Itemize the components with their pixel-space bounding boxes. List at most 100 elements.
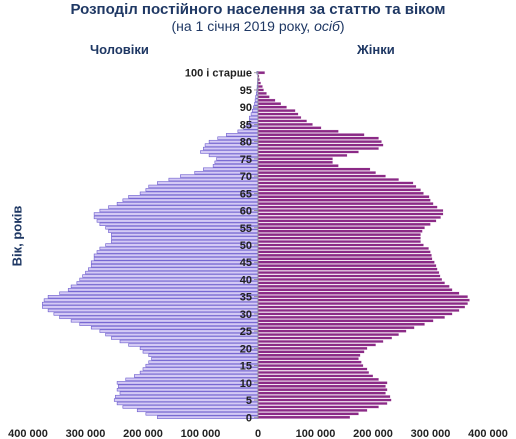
bar-men-age-28 [70,319,259,323]
bar-men-age-7 [119,391,259,395]
bar-women-age-34 [257,298,470,302]
bar-men-age-41 [82,274,259,278]
age-tick-55: 55 [240,223,252,235]
bar-men-age-1 [145,412,259,416]
bar-women-age-17 [257,357,359,361]
x-tick-4: 0 [255,428,261,439]
bar-men-age-46 [93,257,259,261]
bar-men-age-51 [111,239,259,244]
bar-men-age-31 [47,308,259,313]
bar-men-age-42 [85,270,259,275]
bar-women-age-44 [257,264,437,268]
bar-women-age-57 [257,219,437,223]
bar-women-age-5 [257,398,392,402]
bar-women-age-10 [257,381,388,385]
bar-women-age-38 [257,284,450,288]
bar-women-age-89 [257,109,296,113]
bar-men-age-92 [254,98,259,102]
bar-women-age-95 [257,88,264,92]
age-tick-70: 70 [240,171,252,183]
bar-women-age-88 [257,112,299,116]
bar-men-age-55 [105,226,259,230]
bar-women-age-52 [257,236,421,240]
bar-women-age-59 [257,212,444,216]
bar-men-age-60 [99,208,259,213]
bar-women-age-30 [257,312,453,316]
bar-women-age-41 [257,274,441,278]
age-tick-50: 50 [240,240,252,252]
bar-women-age-11 [257,377,379,381]
bar-women-age-54 [257,229,423,233]
bar-women-age-71 [257,171,377,175]
bar-women-age-86 [257,119,308,123]
bar-men-age-43 [88,267,259,271]
bar-men-age-50 [105,243,259,247]
bar-men-age-23 [111,336,259,340]
age-tick-80: 80 [240,137,252,149]
bar-men-age-56 [99,222,259,226]
bar-women-age-56 [257,222,431,226]
bar-men-age-59 [93,212,259,216]
age-tick-10: 10 [240,378,252,390]
bar-men-age-33 [42,301,259,306]
bar-men-age-54 [108,229,259,233]
bar-women-age-39 [257,281,446,285]
bar-men-age-11 [125,377,259,382]
bar-women-age-97 [257,81,262,85]
age-tick-20: 20 [240,343,252,355]
bar-women-age-43 [257,267,438,271]
bar-women-age-69 [257,178,400,182]
women-label: Жінки [357,42,395,57]
bar-women-age-23 [257,336,393,340]
bar-women-age-85 [257,122,313,126]
bar-men-age-48 [96,250,259,254]
bar-men-age-0 [157,415,259,419]
bar-men-age-2 [136,408,259,413]
bar-women-age-65 [257,191,424,195]
subtitle-prefix: (на 1 січня 2019 року, [171,18,315,34]
bar-women-age-80 [257,140,382,144]
age-tick-5: 5 [246,395,252,407]
age-tick-45: 45 [240,257,252,269]
bar-men-age-4 [116,401,259,406]
bar-women-age-68 [257,181,414,185]
bar-women-age-96 [257,84,263,89]
subtitle-suffix: ) [339,18,345,34]
chart-subtitle: (на 1 січня 2019 року, осіб) [0,18,516,34]
bar-women-age-14 [257,367,368,371]
age-tick-15: 15 [240,361,252,373]
bar-women-age-8 [257,388,388,392]
bar-women-age-76 [257,153,348,157]
age-tick-100: 100 і старше [185,68,252,80]
bar-women-age-3 [257,405,379,409]
bar-women-age-29 [257,315,446,319]
bar-women-age-12 [257,374,374,378]
bar-women-age-75 [257,157,333,161]
bar-women-age-25 [257,329,407,333]
bar-women-age-82 [257,133,365,137]
chart-title: Розподіл постійного населення за статтю … [70,1,446,18]
age-tick-30: 30 [240,309,252,321]
bar-women-age-74 [257,160,333,164]
x-tick-0: 400 000 [8,428,48,439]
age-tick-0: 0 [246,412,252,424]
bar-women-age-15 [257,364,364,368]
bar-women-age-36 [257,291,460,295]
bar-women-age-91 [257,102,282,106]
bar-women-age-6 [257,395,391,399]
age-tick-75: 75 [240,154,252,166]
bar-men-age-26 [90,326,259,330]
bar-men-age-38 [70,284,259,289]
bar-women-age-31 [257,308,460,312]
bar-men-age-36 [59,291,259,295]
bar-women-age-18 [257,353,361,357]
bar-men-age-64 [128,195,259,199]
bar-women-age-13 [257,370,370,375]
bar-women-age-51 [257,240,421,244]
bar-women-age-58 [257,215,442,219]
bar-women-age-62 [257,202,434,206]
bar-women-age-67 [257,184,417,188]
bar-women-age-0 [257,415,351,419]
bar-women-age-7 [257,391,386,395]
bar-women-age-19 [257,350,365,354]
